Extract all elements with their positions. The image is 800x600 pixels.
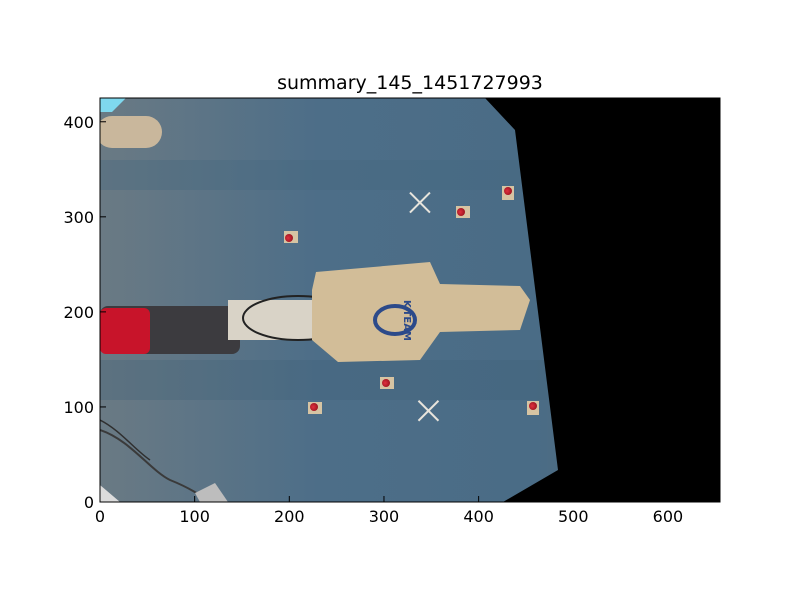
x-markers [409,191,440,422]
x-tick-label: 200 [274,507,305,526]
axis-ticks: 0 100 200 300 400 500 600 0 100 200 300 400 [63,113,683,526]
floor-cable [100,419,151,461]
red-marker [502,186,514,200]
x-marker [417,400,440,422]
red-marker [456,206,470,218]
floor-object [100,485,120,502]
x-tick-label: 300 [369,507,400,526]
pipe-object [100,116,162,148]
corner-highlight [100,98,126,112]
red-marker [380,377,394,389]
robot-arm-red-part [100,308,150,354]
red-marker [527,401,539,415]
x-tick-label: 0 [95,507,105,526]
photo-image: K-TEAM [100,98,720,502]
y-tick-label: 200 [63,303,94,322]
x-tick-label: 600 [653,507,684,526]
y-tick-label: 0 [84,493,94,512]
x-tick-label: 100 [179,507,210,526]
masked-region [485,98,720,502]
figure-title: summary_145_1451727993 [277,72,543,94]
y-tick-label: 300 [63,208,94,227]
axes-frame [99,97,721,503]
floor-object [195,483,228,502]
y-tick-label: 100 [63,398,94,417]
x-tick-label: 500 [558,507,589,526]
floor-streak [100,360,550,400]
red-marker [284,231,298,243]
robot-logo-text: K-TEAM [401,300,412,341]
robot-body [312,262,530,362]
logo-ring [373,304,417,336]
y-tick-label: 400 [63,113,94,132]
red-marker [308,402,322,414]
x-tick-label: 400 [463,507,494,526]
floor-streak [100,160,520,190]
x-marker [409,191,431,214]
